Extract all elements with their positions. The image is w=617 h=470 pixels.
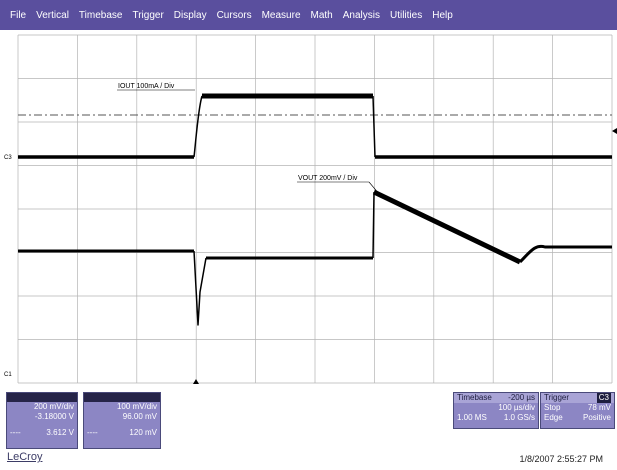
grid <box>17 34 613 384</box>
brand-logo: LeCroy <box>7 451 43 463</box>
ch1-offset-marker: C1 <box>4 372 12 378</box>
ch3-offset-marker: C3 <box>4 155 12 161</box>
channel2-value: 120 mV <box>129 428 157 437</box>
timebase-delay: -200 µs <box>508 393 535 402</box>
channel1-panel[interactable]: 200 mV/div -3.18000 V ---- 3.612 V <box>6 392 78 449</box>
waveform-display[interactable]: IOUT 100mA / Div VOUT 200mV / Div C3 C1 <box>0 30 617 385</box>
menu-file[interactable]: File <box>10 9 27 21</box>
menu-utilities[interactable]: Utilities <box>389 9 423 21</box>
date-time: 1/8/2007 2:55:27 PM <box>519 454 603 464</box>
menu-timebase[interactable]: Timebase <box>78 9 123 21</box>
trigger-label: Trigger <box>544 393 570 402</box>
channel2-panel[interactable]: 100 mV/div 96.00 mV ---- 120 mV <box>83 392 161 449</box>
trigger-level-marker <box>612 128 617 134</box>
channel1-dash: ---- <box>10 428 21 437</box>
iout-trace <box>18 93 612 159</box>
trigger-slope: Positive <box>582 413 611 422</box>
timebase-label: Timebase <box>457 393 492 402</box>
channel1-value: 3.612 V <box>46 428 74 437</box>
timebase-per-div: 100 µs/div <box>498 403 535 412</box>
timebase-samples: 1.00 MS <box>457 413 487 422</box>
channel2-offset: 96.00 mV <box>122 412 157 421</box>
channel2-scale: 100 mV/div <box>116 402 157 411</box>
menu-vertical[interactable]: Vertical <box>36 9 69 21</box>
trigger-panel[interactable]: Trigger C3 Stop 78 mV Edge Positive <box>540 392 615 429</box>
trigger-mode: Stop <box>544 403 561 412</box>
timebase-rate: 1.0 GS/s <box>503 413 535 422</box>
trigger-level: 78 mV <box>587 403 611 412</box>
trigger-position-marker <box>193 379 199 384</box>
channel1-offset: -3.18000 V <box>34 412 74 421</box>
menu-analysis[interactable]: Analysis <box>342 9 380 21</box>
channel2-dash: ---- <box>87 428 98 437</box>
menu-help[interactable]: Help <box>432 9 453 21</box>
trigger-channel: C3 <box>596 393 611 403</box>
menu-display[interactable]: Display <box>173 9 207 21</box>
channel1-scale: 200 mV/div <box>33 402 74 411</box>
menu-math[interactable]: Math <box>310 9 333 21</box>
trigger-type: Edge <box>544 413 563 422</box>
vout-trace <box>18 189 612 326</box>
vout-label-pointer <box>368 181 381 196</box>
menu-cursors[interactable]: Cursors <box>216 9 252 21</box>
menu-trigger[interactable]: Trigger <box>132 9 164 21</box>
vout-label: VOUT 200mV / Div <box>298 175 358 182</box>
iout-label: IOUT 100mA / Div <box>118 83 175 90</box>
menu-measure[interactable]: Measure <box>261 9 301 21</box>
timebase-panel[interactable]: Timebase -200 µs 100 µs/div 1.00 MS 1.0 … <box>453 392 539 429</box>
menu-bar: File Vertical Timebase Trigger Display C… <box>0 0 617 30</box>
